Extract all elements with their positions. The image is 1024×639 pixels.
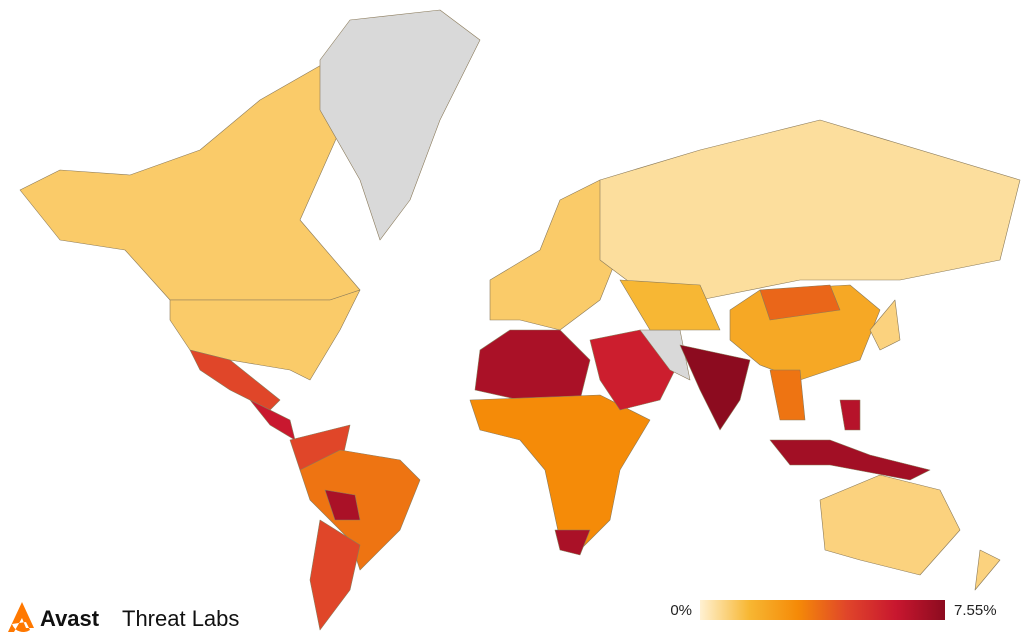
region bbox=[679, 344, 751, 431]
region bbox=[759, 284, 841, 321]
region bbox=[839, 399, 861, 431]
region bbox=[309, 519, 361, 631]
region bbox=[869, 299, 901, 351]
region bbox=[169, 289, 361, 381]
region bbox=[819, 474, 961, 576]
logo: Avast Threat Labs bbox=[8, 602, 239, 633]
legend: 0% 7.55% bbox=[670, 600, 997, 620]
legend-min-label: 0% bbox=[670, 602, 692, 619]
region bbox=[324, 489, 361, 521]
regions bbox=[19, 9, 1021, 631]
region bbox=[319, 9, 481, 241]
region bbox=[974, 549, 1001, 591]
logo-icon bbox=[8, 602, 34, 633]
brand-product: Threat Labs bbox=[122, 606, 239, 631]
region bbox=[19, 59, 361, 301]
region bbox=[299, 449, 421, 571]
region bbox=[474, 329, 591, 401]
region bbox=[769, 439, 931, 481]
region bbox=[769, 369, 806, 421]
region bbox=[469, 394, 651, 551]
region bbox=[599, 119, 1021, 301]
brand-name: Avast bbox=[40, 606, 100, 631]
region bbox=[619, 279, 721, 331]
region bbox=[554, 529, 591, 556]
legend-max-label: 7.55% bbox=[954, 602, 997, 619]
legend-bar bbox=[700, 600, 945, 620]
